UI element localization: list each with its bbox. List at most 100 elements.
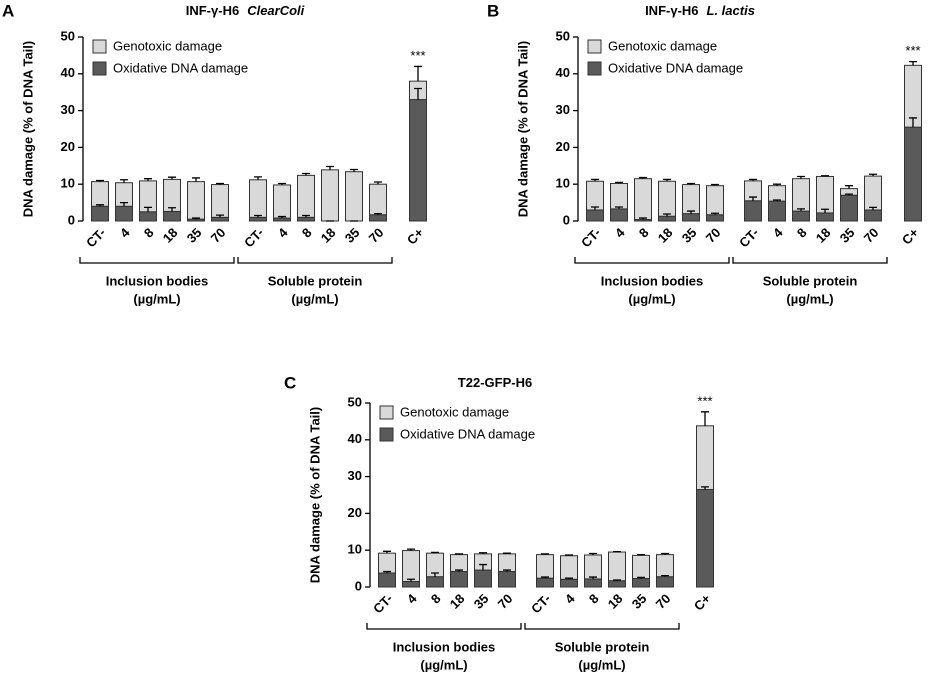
bar-segment: [656, 554, 674, 578]
error-bar: [821, 208, 829, 213]
bar-segment: [378, 572, 396, 588]
bar-segment: [584, 578, 602, 588]
group-label: (µg/mL): [133, 291, 180, 306]
y-tick-label: 0: [355, 578, 362, 593]
error-bar: [749, 196, 757, 201]
bar-segment: [498, 553, 516, 573]
error-bar: [479, 552, 487, 554]
legend-label: Oxidative DNA damage: [608, 60, 743, 75]
error-bar: [661, 552, 669, 555]
error-bar: [254, 214, 262, 218]
x-tick-label: 70: [703, 225, 724, 246]
bar-segment: [536, 554, 554, 579]
x-tick-label: 35: [837, 225, 858, 246]
group-label: (µg/mL): [578, 657, 625, 672]
legend-swatch: [92, 39, 107, 54]
bar-segment: [768, 200, 786, 222]
y-tick-label: 0: [563, 212, 570, 227]
bar-segment: [498, 571, 516, 588]
bar-segment: [378, 552, 396, 574]
error-bar: [701, 411, 709, 426]
y-tick-label: 50: [556, 28, 570, 43]
x-tick-label: 4: [612, 224, 628, 240]
x-tick-label: 70: [208, 225, 229, 246]
group-label: Inclusion bodies: [601, 273, 704, 288]
bar-segment: [426, 576, 444, 588]
legend-label: Oxidative DNA damage: [400, 426, 535, 441]
bar-segment: [632, 554, 650, 580]
bar-segment: [656, 576, 674, 588]
error-bar: [168, 207, 176, 212]
error-bar: [821, 175, 829, 177]
error-bar: [615, 181, 623, 184]
x-tick-label: 4: [117, 224, 133, 240]
bar-segment: [768, 185, 786, 202]
x-tick-label: 35: [679, 225, 700, 246]
error-bar: [565, 577, 573, 580]
x-tick-label: 35: [342, 225, 363, 246]
y-tick-label: 30: [61, 102, 75, 117]
x-tick-label: C+: [899, 225, 922, 248]
y-tick-label: 40: [556, 65, 570, 80]
y-tick-label: 10: [556, 176, 570, 191]
bar-segment: [249, 179, 267, 218]
legend-swatch: [92, 61, 107, 76]
error-bar: [414, 87, 422, 100]
bar-segment: [187, 181, 205, 220]
bar-segment: [402, 580, 420, 588]
bar-segment: [816, 175, 834, 214]
bar-segment: [696, 488, 714, 588]
error-bar: [615, 206, 623, 209]
x-tick-label: 4: [275, 224, 291, 240]
y-tick-label: 50: [348, 394, 362, 409]
error-bar: [711, 212, 719, 215]
error-bar: [302, 172, 310, 176]
error-bar: [168, 176, 176, 180]
error-bar: [591, 206, 599, 210]
error-bar: [589, 552, 597, 555]
y-tick-label: 20: [348, 505, 362, 520]
panel-title: INF-γ-H6 L. lactis: [645, 3, 755, 18]
bar-segment: [744, 200, 762, 222]
x-tick-label: CT-: [83, 225, 108, 250]
x-tick-label: 35: [184, 225, 205, 246]
bar-segment: [321, 169, 339, 222]
x-tick-label: 4: [562, 590, 578, 606]
error-bar: [96, 204, 104, 207]
x-tick-label: 18: [605, 591, 626, 612]
x-tick-label: C+: [404, 225, 427, 248]
error-bar: [701, 486, 709, 490]
bar-segment: [840, 194, 858, 222]
legend-label: Genotoxic damage: [113, 38, 222, 53]
x-tick-label: 70: [495, 591, 516, 612]
title-main: T22-GFP-H6: [458, 375, 532, 390]
x-tick-label: CT-: [528, 591, 553, 616]
x-tick-label: 18: [160, 225, 181, 246]
error-bar: [639, 217, 647, 220]
significance: ***: [410, 48, 425, 63]
error-bar: [455, 569, 463, 572]
group-bracket: [524, 623, 680, 630]
panel-title: INF-γ-H6 ClearColi: [186, 3, 305, 18]
bar-segment: [586, 180, 604, 211]
error-bar: [773, 199, 781, 202]
bar-segment: [792, 210, 810, 222]
error-bar: [431, 572, 439, 577]
error-bar: [749, 178, 757, 181]
legend-label: Genotoxic damage: [608, 38, 717, 53]
group-label: (µg/mL): [786, 291, 833, 306]
error-bar: [845, 193, 853, 196]
bar-segment: [536, 577, 554, 588]
group-label: Inclusion bodies: [106, 273, 209, 288]
y-tick-label: 50: [61, 28, 75, 43]
x-tick-label: CT-: [578, 225, 603, 250]
error-bar: [503, 552, 511, 554]
error-bar: [254, 176, 262, 180]
legend-swatch: [587, 39, 602, 54]
y-tick-label: 30: [556, 102, 570, 117]
bar-segment: [706, 185, 724, 216]
group-bracket: [574, 257, 730, 264]
error-bar: [797, 175, 805, 179]
bar-segment: [139, 211, 157, 222]
bar-segment: [682, 213, 700, 222]
